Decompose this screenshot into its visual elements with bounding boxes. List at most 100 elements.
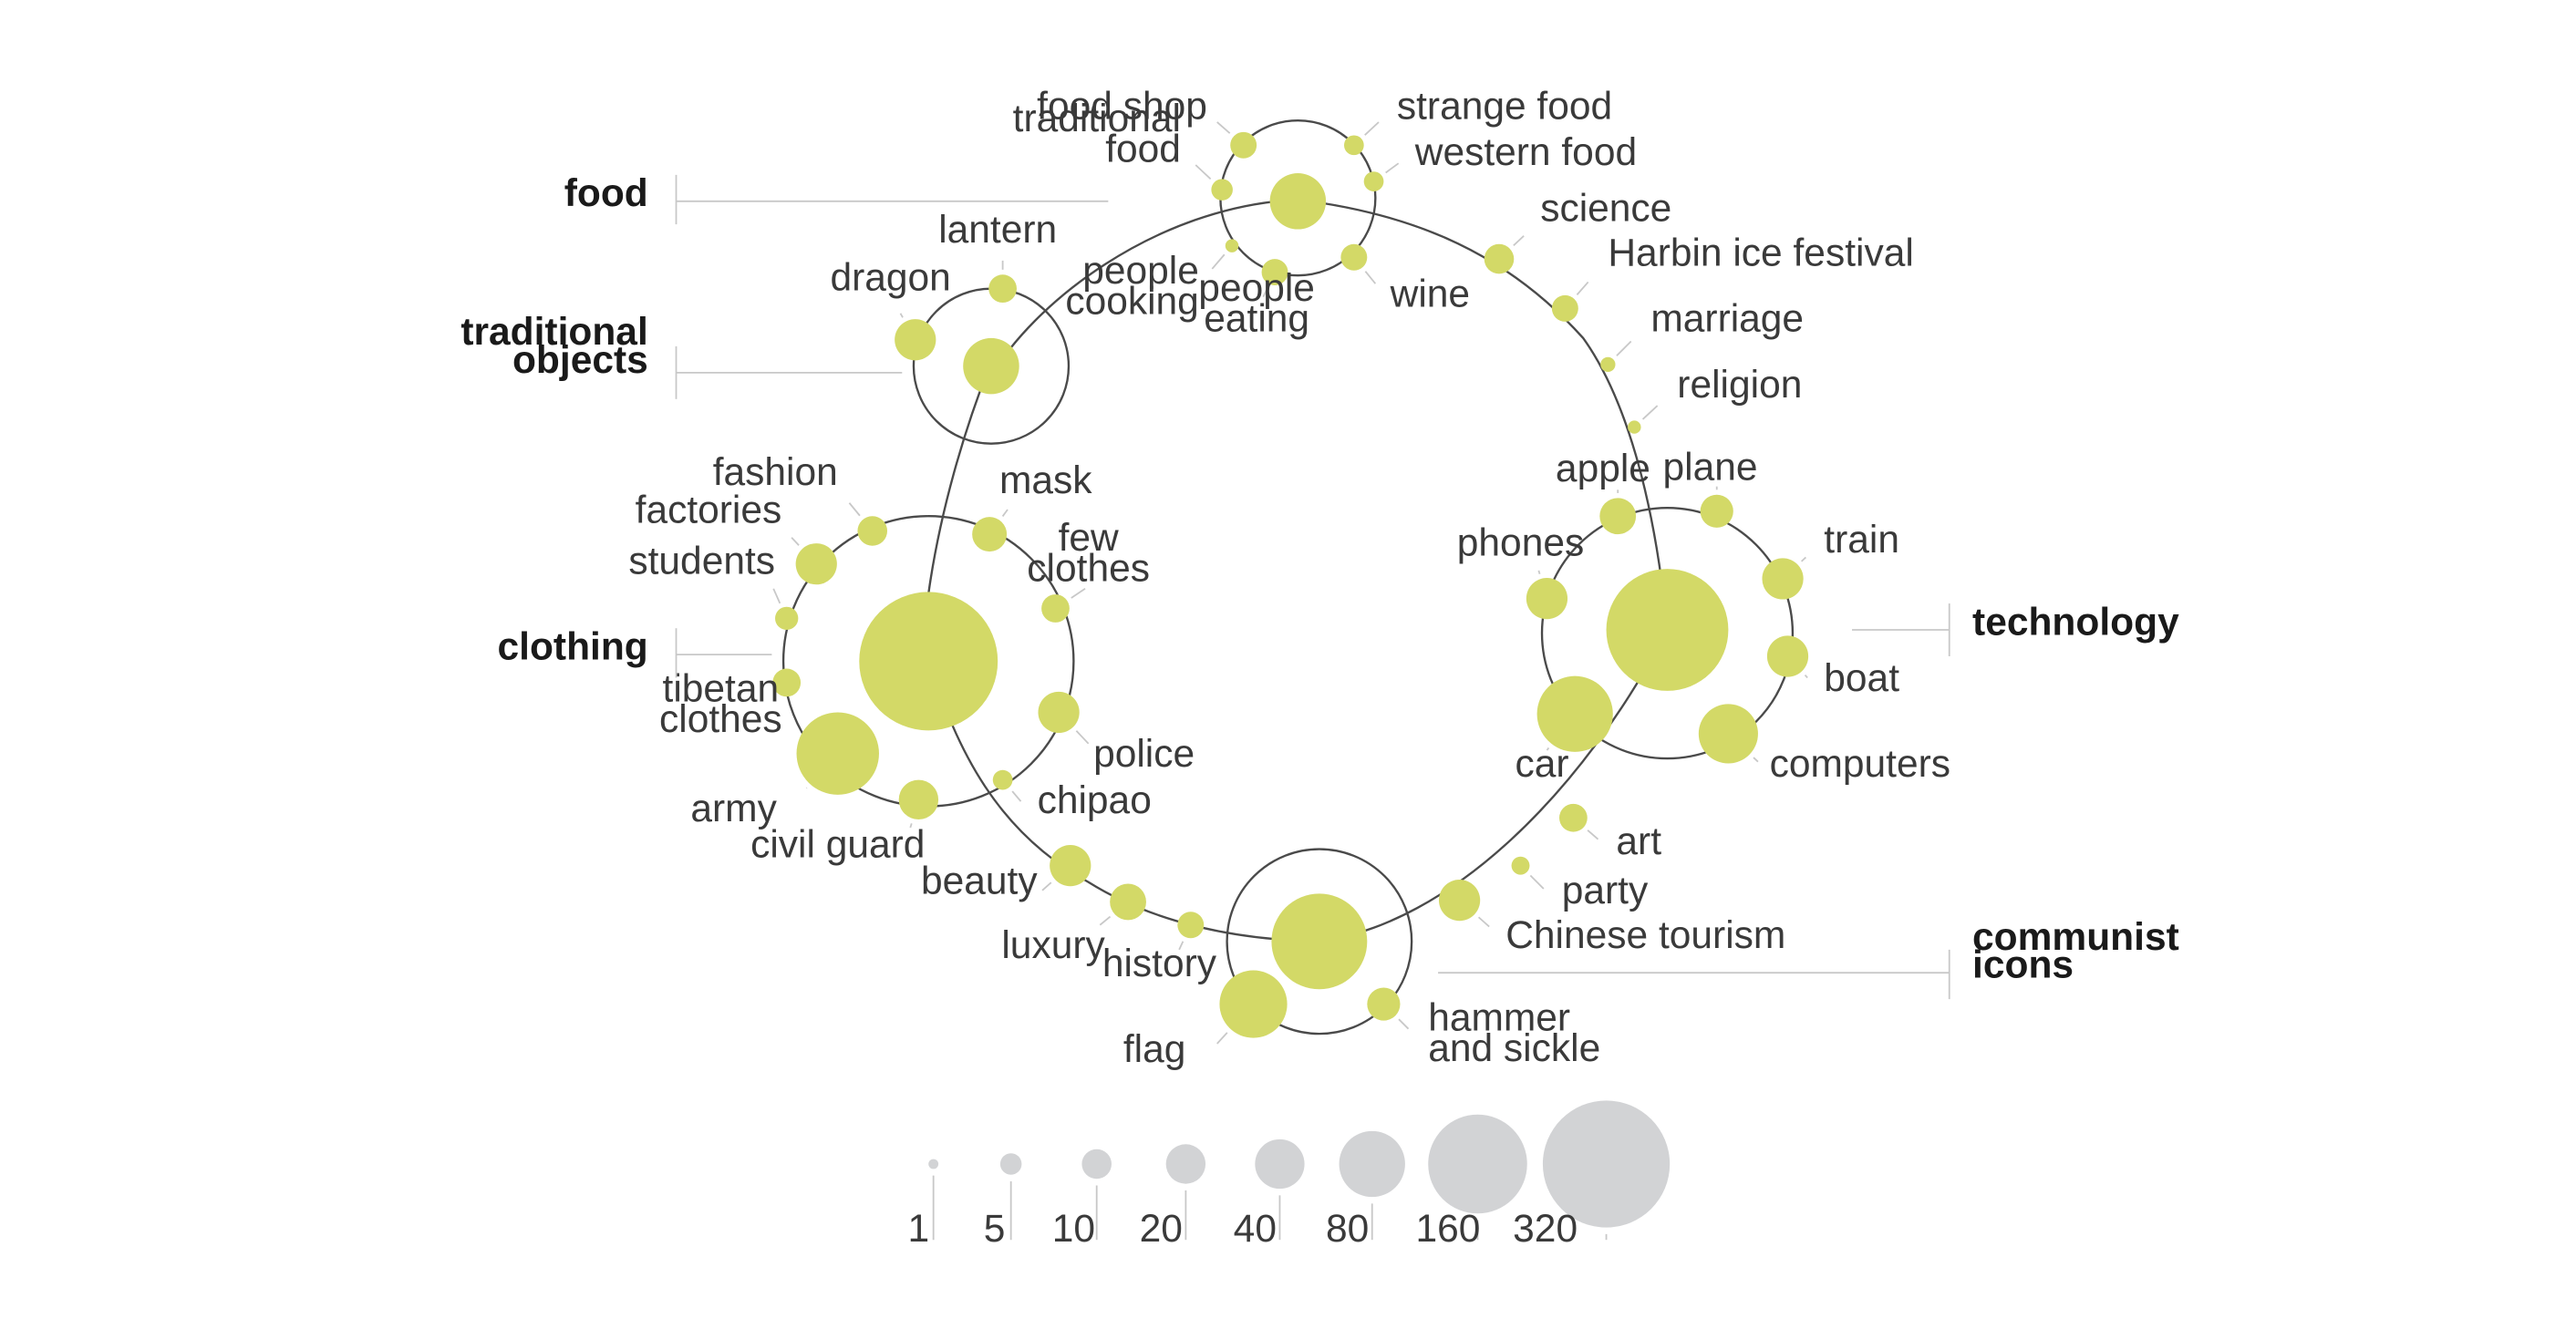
flag-leader-line [1216, 1032, 1228, 1045]
apple-label: apple [1556, 448, 1650, 490]
communist-hub-bubble [1271, 893, 1368, 990]
factories-leader-line [791, 537, 800, 546]
legend-label-10: 10 [1052, 1208, 1095, 1251]
plane-label: plane [1662, 446, 1757, 489]
mask-bubble [972, 517, 1008, 552]
technology-hub-bubble [1606, 569, 1729, 691]
religion-label: religion [1677, 364, 1802, 407]
lantern-label: lantern [938, 209, 1057, 252]
phones-leader-line [1537, 570, 1541, 575]
mask-leader-line [1001, 509, 1009, 517]
apple-bubble [1599, 498, 1637, 535]
clothing-group-label: clothing [498, 626, 648, 669]
chipao-bubble [992, 769, 1013, 790]
people-eating-bubble [1261, 259, 1288, 286]
legend-label-40: 40 [1234, 1208, 1277, 1251]
train-label: train [1824, 519, 1899, 561]
police-leader-line [1075, 730, 1090, 745]
civil-guard-leader-line [909, 823, 913, 829]
western-food-leader-line [1385, 162, 1400, 174]
traditional-objects-hub-bubble [963, 337, 1019, 395]
hammer-and-sickle-label: hammer and sickle [1428, 997, 1600, 1070]
group-labels: food traditional objects clothing technology… [460, 172, 2179, 1000]
religion-leader-line [1641, 405, 1659, 420]
students-bubble [775, 606, 799, 631]
harbin-ice-festival-bubble [1551, 294, 1578, 322]
legend-bubble-1 [928, 1159, 939, 1169]
wine-bubble [1340, 243, 1368, 271]
legend-bubble-80 [1339, 1130, 1405, 1198]
technology-group-label: technology [1972, 601, 2179, 644]
leader-lines [772, 121, 1808, 1045]
students-label: students [628, 541, 775, 583]
strange-food-bubble [1343, 135, 1364, 156]
connector-objects-to-clothing [927, 366, 991, 594]
tibetan-clothes-bubble [772, 668, 802, 697]
flag-label: flag [1123, 1028, 1186, 1071]
harbin-ice-festival-label: Harbin ice festival [1608, 232, 1913, 274]
connector-communist-to-technology [1319, 629, 1669, 943]
beauty-label: beauty [921, 860, 1038, 902]
marriage-label: marriage [1650, 298, 1804, 341]
fashion-leader-line [848, 502, 861, 517]
harbin-ice-festival-leader-line [1576, 281, 1589, 295]
connector-clothing-to-communist [927, 659, 1319, 943]
topic-bubbles [772, 131, 1809, 1038]
computers-label: computers [1770, 743, 1950, 786]
history-label: history [1102, 943, 1217, 985]
wine-label: wine [1390, 273, 1470, 316]
car-label: car [1515, 743, 1568, 786]
science-leader-line [1513, 235, 1525, 246]
marriage-bubble [1600, 356, 1616, 372]
fashion-label: fashion [713, 451, 838, 494]
few-clothes-leader-line [1071, 588, 1086, 599]
computers-bubble [1698, 704, 1758, 764]
marriage-leader-line [1616, 340, 1632, 356]
traditional-food-bubble [1211, 179, 1233, 201]
western-food-bubble [1363, 171, 1384, 191]
strange-food-label: strange food [1397, 85, 1612, 128]
civil-guard-bubble [898, 779, 939, 820]
phones-label: phones [1457, 522, 1584, 565]
car-leader-line [1546, 747, 1550, 751]
students-leader-line [772, 588, 781, 604]
food-shop-label: food shop [1037, 85, 1207, 128]
food-shop-leader-line [1216, 121, 1231, 134]
art-label: art [1616, 820, 1661, 863]
luxury-label: luxury [1001, 924, 1105, 967]
tibetan-clothes-label: tibetan clothes [659, 668, 782, 741]
boat-label: boat [1824, 657, 1899, 700]
phones-bubble [1526, 578, 1568, 620]
technology-cluster-ring [1540, 507, 1795, 760]
legend-label-5: 5 [984, 1208, 1006, 1251]
car-bubble [1536, 675, 1613, 752]
factories-label: factories [636, 489, 782, 531]
factories-bubble [795, 543, 837, 585]
people-eating-label: people eating [1198, 267, 1315, 340]
science-bubble [1484, 243, 1515, 274]
boat-leader-line [1804, 674, 1808, 679]
science-label: science [1540, 187, 1671, 230]
luxury-bubble [1110, 883, 1146, 921]
legend-bubble-320 [1542, 1100, 1671, 1228]
flag-bubble [1219, 970, 1288, 1038]
police-bubble [1038, 691, 1080, 734]
train-bubble [1762, 558, 1804, 600]
chinese-tourism-leader-line [1477, 916, 1490, 928]
size-legend: 1 5 10 20 40 80 160 320 [908, 1100, 1671, 1251]
legend-bubble-20 [1165, 1144, 1206, 1184]
traditional-food-label: traditional food [1013, 98, 1181, 170]
legend-label-320: 320 [1513, 1208, 1578, 1251]
boat-bubble [1766, 635, 1809, 677]
food-shop-bubble [1230, 131, 1257, 159]
civil-guard-label: civil guard [750, 824, 925, 867]
legend-label-160: 160 [1415, 1208, 1480, 1251]
dragon-bubble [895, 319, 936, 361]
traditional-objects-group-label: traditional objects [460, 311, 647, 382]
legend-bubble-5 [999, 1153, 1022, 1175]
legend-bubble-160 [1428, 1114, 1527, 1214]
people-cooking-label: people cooking [1065, 250, 1199, 323]
army-bubble [796, 712, 879, 795]
hammer-and-sickle-leader-line [1398, 1018, 1410, 1030]
